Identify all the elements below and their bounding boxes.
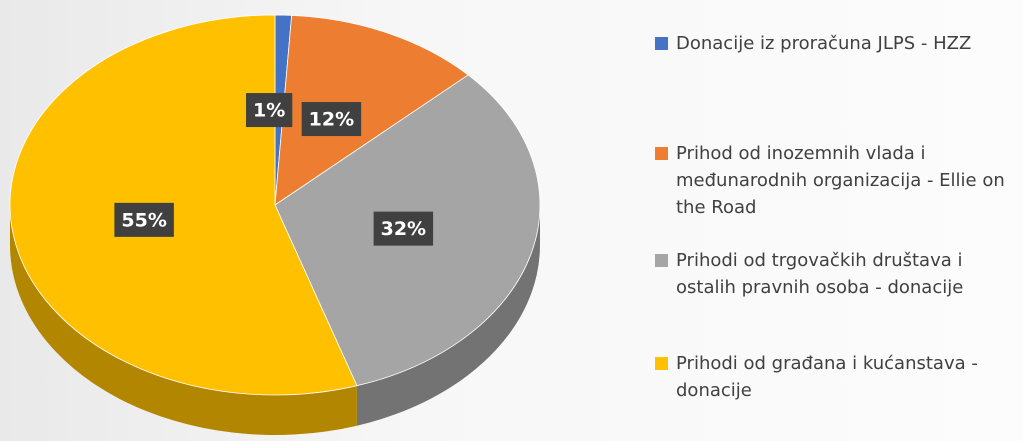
- data-label-box: [301, 102, 362, 137]
- data-label-box: [114, 202, 174, 237]
- data-label: 12%: [301, 102, 362, 137]
- legend-swatch: [655, 37, 668, 50]
- data-label-text: 55%: [121, 209, 166, 231]
- slice-side: [356, 205, 540, 426]
- data-label-text: 32%: [381, 218, 426, 240]
- data-label: 55%: [114, 202, 174, 237]
- legend-label: Prihod od inozemnih vlada i međunarodnih…: [676, 143, 1005, 218]
- legend-label: Donacije iz proračuna JLPS - HZZ: [676, 33, 972, 54]
- legend-swatch: [655, 254, 668, 267]
- slice: [274, 14, 469, 206]
- data-label: 1%: [246, 93, 293, 128]
- legend-swatch: [655, 357, 668, 370]
- data-label-text: 1%: [253, 100, 285, 122]
- legend-entry: Donacije iz proračuna JLPS - HZZ: [655, 30, 1015, 57]
- data-label-text: 12%: [309, 109, 354, 131]
- legend-entry: Prihodi od trgovačkih društava i ostalih…: [655, 247, 1015, 301]
- legend-label: Prihodi od građana i kućanstava - donaci…: [676, 353, 978, 401]
- legend-entry: Prihodi od građana i kućanstava - donaci…: [655, 350, 1015, 404]
- data-label: 32%: [373, 211, 434, 246]
- legend-swatch: [655, 147, 668, 160]
- data-label-box: [246, 93, 293, 128]
- data-label-box: [373, 211, 434, 246]
- legend-entry: Prihod od inozemnih vlada i međunarodnih…: [655, 140, 1015, 221]
- slice-side: [10, 205, 357, 435]
- legend-label: Prihodi od trgovačkih društava i ostalih…: [676, 250, 964, 298]
